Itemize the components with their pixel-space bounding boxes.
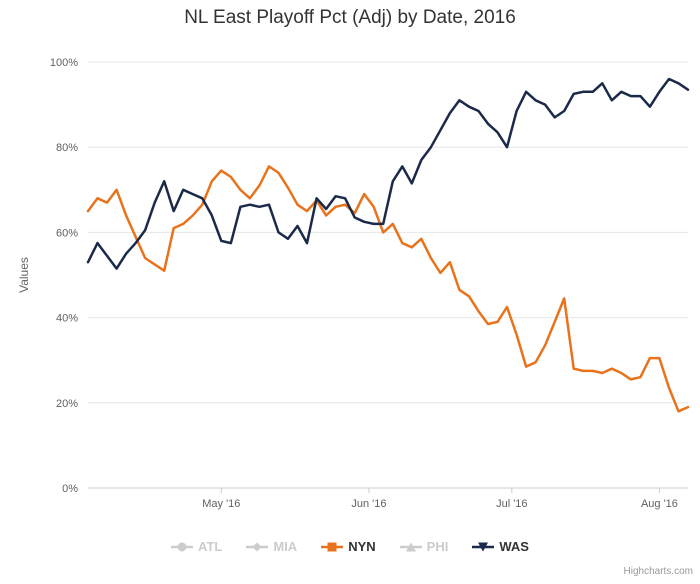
y-tick-label: 80% bbox=[56, 142, 78, 154]
y-axis-title: Values bbox=[17, 257, 31, 293]
legend-label: WAS bbox=[499, 539, 529, 554]
x-tick-label: Aug '16 bbox=[641, 498, 678, 510]
legend-marker-triangle-icon bbox=[399, 542, 422, 551]
y-tick-label: 0% bbox=[62, 483, 78, 495]
legend-item-WAS[interactable]: WAS bbox=[472, 539, 529, 554]
legend-label: PHI bbox=[426, 539, 449, 554]
y-tick-label: 20% bbox=[56, 398, 78, 410]
legend-item-PHI[interactable]: PHI bbox=[399, 539, 449, 554]
legend: ATL MIA NYN PHI WAS bbox=[0, 539, 700, 554]
legend-item-NYN[interactable]: NYN bbox=[321, 539, 376, 554]
y-tick-label: 40% bbox=[56, 313, 78, 325]
y-tick-label: 60% bbox=[56, 227, 78, 239]
legend-label: NYN bbox=[348, 539, 376, 554]
x-tick-label: Jul '16 bbox=[496, 498, 527, 510]
legend-marker-diamond-icon bbox=[246, 542, 269, 551]
credits-link[interactable]: Highcharts.com bbox=[623, 566, 693, 577]
legend-label: ATL bbox=[198, 539, 223, 554]
legend-marker-circle-icon bbox=[171, 542, 194, 551]
legend-marker-square-icon bbox=[321, 542, 344, 551]
series-line-WAS[interactable] bbox=[86, 77, 690, 270]
legend-marker-triangle-down-icon bbox=[472, 542, 495, 551]
x-tick-label: Jun '16 bbox=[351, 498, 386, 510]
series-line-NYN[interactable] bbox=[86, 165, 690, 413]
legend-item-MIA[interactable]: MIA bbox=[246, 539, 297, 554]
x-tick-label: May '16 bbox=[202, 498, 240, 510]
y-tick-label: 100% bbox=[50, 57, 78, 69]
legend-label: MIA bbox=[273, 539, 298, 554]
chart-title: NL East Playoff Pct (Adj) by Date, 2016 bbox=[184, 7, 516, 28]
legend-item-ATL[interactable]: ATL bbox=[171, 539, 222, 554]
